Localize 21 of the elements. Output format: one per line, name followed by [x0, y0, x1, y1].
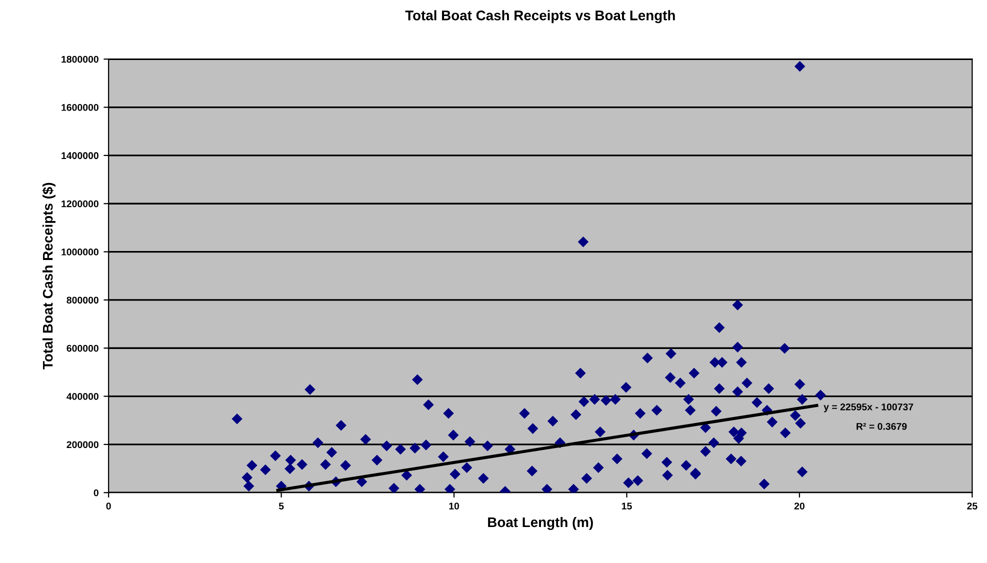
- y-axis-title: Total Boat Cash Receipts ($): [42, 182, 56, 370]
- y-tick-label: 400000: [66, 393, 98, 400]
- x-tick-label: 25: [967, 502, 978, 510]
- x-tick-label: 0: [106, 502, 111, 510]
- x-tick-label: 15: [622, 502, 632, 510]
- annotation: y = 22595x - 100737: [824, 403, 914, 412]
- y-tick-label: 200000: [66, 441, 98, 448]
- y-tick-label: 800000: [66, 296, 98, 304]
- annotation: R² = 0.3679: [856, 422, 907, 430]
- y-tick-label: 1800000: [62, 56, 98, 63]
- y-tick-label: 1400000: [62, 152, 98, 160]
- x-tick-label: 20: [794, 502, 804, 510]
- y-tick-label: 1000000: [62, 248, 98, 256]
- y-tick-label: 1600000: [62, 104, 98, 111]
- x-tick-label: 10: [449, 502, 460, 510]
- y-tick-label: 1200000: [62, 200, 98, 208]
- chart-title: Total Boat Cash Receipts vs Boat Length: [405, 10, 675, 24]
- y-tick-label: 0: [94, 489, 98, 496]
- x-axis-title: Boat Length (m): [488, 516, 593, 530]
- y-tick-label: 600000: [66, 344, 98, 352]
- x-tick-label: 5: [278, 502, 284, 510]
